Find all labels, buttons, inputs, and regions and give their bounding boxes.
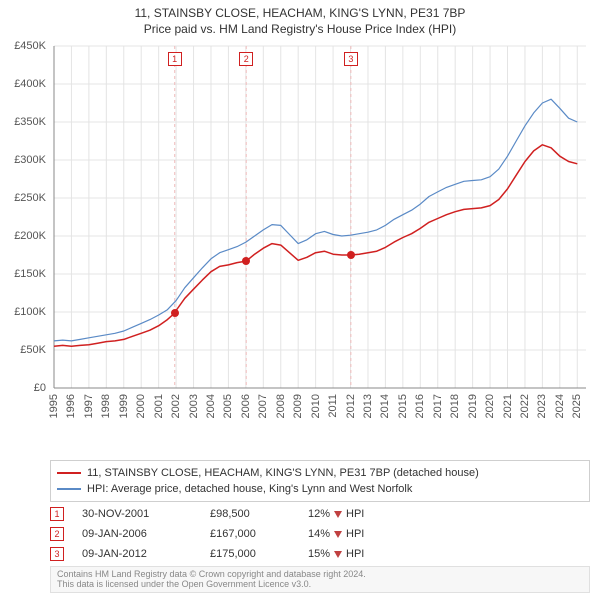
event-dot <box>242 257 250 265</box>
x-tick-label: 1998 <box>100 394 112 418</box>
x-tick-label: 2023 <box>536 394 548 418</box>
y-tick-label: £450K <box>0 40 46 52</box>
event-diff: 14% HPI <box>308 528 398 540</box>
footer-line1: Contains HM Land Registry data © Crown c… <box>57 569 583 579</box>
x-tick-label: 2007 <box>257 394 269 418</box>
legend: 11, STAINSBY CLOSE, HEACHAM, KING'S LYNN… <box>50 460 590 502</box>
event-diff: 12% HPI <box>308 508 398 520</box>
legend-item-property: 11, STAINSBY CLOSE, HEACHAM, KING'S LYNN… <box>57 465 583 481</box>
x-tick-label: 2020 <box>484 394 496 418</box>
x-tick-label: 2015 <box>397 394 409 418</box>
arrow-down-icon <box>334 531 342 538</box>
event-marker-2: 2 <box>50 527 64 541</box>
event-diff-pct: 14% <box>308 528 330 540</box>
x-tick-label: 1999 <box>118 394 130 418</box>
x-tick-label: 2024 <box>554 394 566 418</box>
event-table: 1 30-NOV-2001 £98,500 12% HPI 2 09-JAN-2… <box>50 504 590 564</box>
legend-swatch-property <box>57 472 81 474</box>
event-marker-on-plot: 1 <box>168 52 182 66</box>
event-marker-3: 3 <box>50 547 64 561</box>
x-tick-label: 2013 <box>362 394 374 418</box>
legend-swatch-hpi <box>57 488 81 490</box>
event-diff-vs: HPI <box>346 508 364 520</box>
event-marker-on-plot: 2 <box>239 52 253 66</box>
x-tick-label: 2000 <box>135 394 147 418</box>
legend-label-hpi: HPI: Average price, detached house, King… <box>87 483 412 495</box>
y-tick-label: £200K <box>0 230 46 242</box>
event-price: £98,500 <box>210 508 290 520</box>
x-tick-label: 2018 <box>449 394 461 418</box>
x-tick-label: 2016 <box>414 394 426 418</box>
x-tick-label: 2001 <box>153 394 165 418</box>
plot-svg <box>50 42 590 422</box>
event-marker-on-plot: 3 <box>344 52 358 66</box>
x-tick-label: 2011 <box>327 394 339 418</box>
y-tick-label: £0 <box>0 382 46 394</box>
x-tick-label: 2002 <box>170 394 182 418</box>
x-tick-label: 1995 <box>48 394 60 418</box>
y-tick-label: £250K <box>0 192 46 204</box>
y-tick-label: £100K <box>0 306 46 318</box>
x-tick-label: 1996 <box>65 394 77 418</box>
arrow-down-icon <box>334 511 342 518</box>
event-row: 1 30-NOV-2001 £98,500 12% HPI <box>50 504 590 524</box>
event-date: 09-JAN-2006 <box>82 528 192 540</box>
legend-label-property: 11, STAINSBY CLOSE, HEACHAM, KING'S LYNN… <box>87 467 479 479</box>
event-price: £167,000 <box>210 528 290 540</box>
arrow-down-icon <box>334 551 342 558</box>
event-marker-1: 1 <box>50 507 64 521</box>
footer-line2: This data is licensed under the Open Gov… <box>57 579 583 589</box>
x-tick-label: 2025 <box>571 394 583 418</box>
x-tick-label: 2008 <box>275 394 287 418</box>
y-tick-label: £50K <box>0 344 46 356</box>
event-dot <box>347 251 355 259</box>
title-subtitle: Price paid vs. HM Land Registry's House … <box>0 22 600 36</box>
event-row: 2 09-JAN-2006 £167,000 14% HPI <box>50 524 590 544</box>
x-tick-label: 2009 <box>292 394 304 418</box>
event-dot <box>171 309 179 317</box>
event-diff-vs: HPI <box>346 528 364 540</box>
y-tick-label: £300K <box>0 154 46 166</box>
x-tick-label: 2010 <box>310 394 322 418</box>
y-tick-label: £350K <box>0 116 46 128</box>
x-tick-label: 2005 <box>222 394 234 418</box>
legend-item-hpi: HPI: Average price, detached house, King… <box>57 481 583 497</box>
event-price: £175,000 <box>210 548 290 560</box>
chart-titles: 11, STAINSBY CLOSE, HEACHAM, KING'S LYNN… <box>0 0 600 36</box>
y-tick-label: £150K <box>0 268 46 280</box>
event-diff-pct: 12% <box>308 508 330 520</box>
plot-area <box>50 42 590 422</box>
x-tick-label: 2006 <box>240 394 252 418</box>
event-diff-pct: 15% <box>308 548 330 560</box>
event-diff: 15% HPI <box>308 548 398 560</box>
x-tick-label: 2019 <box>467 394 479 418</box>
chart-container: 11, STAINSBY CLOSE, HEACHAM, KING'S LYNN… <box>0 0 600 590</box>
x-tick-label: 2012 <box>345 394 357 418</box>
x-tick-label: 1997 <box>83 394 95 418</box>
x-tick-label: 2021 <box>502 394 514 418</box>
footer-attribution: Contains HM Land Registry data © Crown c… <box>50 566 590 593</box>
event-date: 30-NOV-2001 <box>82 508 192 520</box>
x-tick-label: 2003 <box>188 394 200 418</box>
event-row: 3 09-JAN-2012 £175,000 15% HPI <box>50 544 590 564</box>
event-diff-vs: HPI <box>346 548 364 560</box>
x-tick-label: 2022 <box>519 394 531 418</box>
event-date: 09-JAN-2012 <box>82 548 192 560</box>
x-tick-label: 2014 <box>379 394 391 418</box>
x-tick-label: 2017 <box>432 394 444 418</box>
title-address: 11, STAINSBY CLOSE, HEACHAM, KING'S LYNN… <box>0 6 600 20</box>
x-tick-label: 2004 <box>205 394 217 418</box>
y-tick-label: £400K <box>0 78 46 90</box>
